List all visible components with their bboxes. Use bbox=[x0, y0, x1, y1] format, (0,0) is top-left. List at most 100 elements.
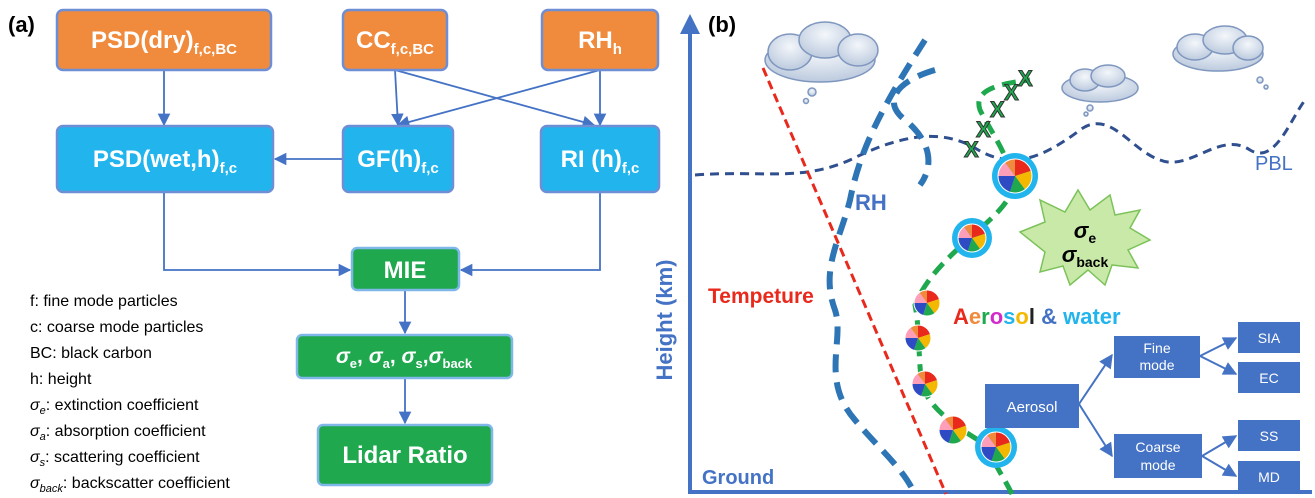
leaf-ss-label: SS bbox=[1260, 428, 1279, 444]
aerosol-tree: Aerosol Fine mode Coarse mode SIA EC SS … bbox=[985, 322, 1300, 492]
mie-box: MIE bbox=[350, 246, 461, 292]
leaf-ss-box bbox=[1238, 420, 1300, 451]
tree-root-label: Aerosol bbox=[1007, 399, 1058, 416]
mid-box-gf-main: GF(h) bbox=[357, 146, 421, 173]
sigma-a-symbol: σ bbox=[369, 345, 384, 368]
leaf-ec-label: EC bbox=[1259, 370, 1278, 386]
top-box-cc-main: CC bbox=[356, 27, 391, 54]
leaf-sia-label: SIA bbox=[1258, 330, 1281, 346]
tree-coarse-label-2: mode bbox=[1140, 457, 1175, 473]
svg-text:X: X bbox=[964, 137, 979, 162]
mid-box-psd-wet-sub: f,c bbox=[220, 160, 238, 177]
cloud-middle bbox=[1061, 64, 1139, 117]
svg-text:RI (h)f,c: RI (h)f,c bbox=[561, 146, 640, 177]
mid-box-gf: GF(h)f,c bbox=[341, 124, 455, 194]
leaf-sia-box bbox=[1238, 322, 1300, 353]
arrow-cc-to-ri bbox=[394, 69, 596, 129]
svg-text:X: X bbox=[1018, 66, 1033, 91]
sigma-box: σe, σa, σs,σback bbox=[295, 333, 514, 380]
aerosol-water-label: Aerosol & water bbox=[953, 304, 1121, 329]
leaf-md-label: MD bbox=[1258, 469, 1280, 485]
tree-coarse-box bbox=[1114, 434, 1202, 478]
svg-text:PSD(dry)f,c,BC: PSD(dry)f,c,BC bbox=[91, 27, 237, 58]
leaf-ec-box bbox=[1238, 362, 1300, 393]
legend-item: c: coarse mode particles bbox=[30, 319, 203, 336]
aerosol-particle bbox=[911, 370, 939, 398]
top-box-rh-sub: h bbox=[613, 41, 622, 58]
mie-label: MIE bbox=[384, 257, 427, 284]
aerosol-particle bbox=[904, 324, 932, 352]
svg-text:X: X bbox=[976, 117, 991, 142]
aerosol-particle bbox=[938, 415, 968, 445]
mid-box-gf-sub: f,c bbox=[421, 160, 439, 177]
panel-a-label: (a) bbox=[8, 12, 35, 37]
sigma-a-sub: a bbox=[383, 356, 391, 371]
svg-text:RHh: RHh bbox=[578, 27, 622, 58]
mid-box-ri-sub: f,c bbox=[622, 160, 640, 177]
sigma-back-symbol: σ bbox=[429, 345, 444, 368]
lidar-label: Lidar Ratio bbox=[342, 442, 467, 469]
x-marker: X bbox=[990, 97, 1006, 123]
mid-box-psd-wet-main: PSD(wet,h) bbox=[93, 146, 220, 173]
ground-label: Ground bbox=[702, 467, 774, 489]
legend-item: σa: absorption coefficient bbox=[30, 423, 206, 443]
star-sigma-back: σ bbox=[1062, 242, 1078, 267]
aerosol-particle bbox=[913, 289, 941, 317]
mid-box-ri-main: RI (h) bbox=[561, 146, 622, 173]
sigma-star: σe σback bbox=[1018, 188, 1152, 287]
temperature-line bbox=[761, 67, 948, 495]
sigma-sep-1: , bbox=[357, 345, 369, 368]
top-box-psd-dry: PSD(dry)f,c,BC bbox=[55, 8, 273, 72]
svg-text:X: X bbox=[990, 97, 1005, 122]
temperature-label: Tempeture bbox=[708, 285, 814, 308]
legend-item: σe: extinction coefficient bbox=[30, 397, 199, 417]
panel-b: (b) Height (km) Ground bbox=[652, 12, 1312, 497]
star-sub-back: back bbox=[1076, 254, 1108, 270]
sigma-s-symbol: σ bbox=[402, 345, 417, 368]
sigma-e-symbol: σ bbox=[336, 345, 351, 368]
x-markers: X X X X X bbox=[964, 66, 1034, 163]
cloud-left bbox=[764, 21, 879, 105]
tree-fine-box bbox=[1114, 336, 1200, 378]
aerosol-particle bbox=[952, 218, 992, 258]
particle-path bbox=[912, 77, 1031, 496]
svg-text:PSD(wet,h)f,c: PSD(wet,h)f,c bbox=[93, 146, 237, 177]
mid-box-ri: RI (h)f,c bbox=[539, 124, 661, 194]
arrow-rh-to-gf bbox=[396, 69, 601, 129]
legend: f: fine mode particles c: coarse mode par… bbox=[30, 293, 230, 495]
svg-text:σe, σa, σs,σback: σe, σa, σs,σback bbox=[336, 345, 473, 371]
tree-fine-label-1: Fine bbox=[1143, 340, 1170, 356]
sigma-sep-2: , bbox=[390, 345, 402, 368]
x-marker: X bbox=[964, 137, 980, 163]
panel-a: (a) PSD(dry)f,c,BC CCf,c,BC bbox=[8, 8, 661, 495]
x-marker: X bbox=[1018, 66, 1034, 92]
top-box-cc: CCf,c,BC bbox=[341, 8, 449, 72]
panel-b-label: (b) bbox=[708, 12, 736, 37]
legend-item: BC: black carbon bbox=[30, 345, 152, 362]
svg-text:GF(h)f,c: GF(h)f,c bbox=[357, 146, 439, 177]
pbl-label: PBL bbox=[1255, 153, 1293, 175]
x-marker: X bbox=[976, 117, 992, 143]
top-box-psd-dry-main: PSD(dry) bbox=[91, 27, 194, 54]
rh-line bbox=[826, 38, 928, 497]
leaf-md-box bbox=[1238, 461, 1300, 492]
lidar-box: Lidar Ratio bbox=[316, 423, 494, 487]
top-box-rh: RHh bbox=[540, 8, 660, 72]
arrow-cc-to-gf bbox=[391, 69, 404, 127]
tree-fine-label-2: mode bbox=[1139, 357, 1174, 373]
x-marker: X bbox=[1004, 80, 1020, 106]
svg-text:σback: σback bbox=[1062, 242, 1109, 270]
svg-text:X: X bbox=[1004, 80, 1019, 105]
legend-item: f: fine mode particles bbox=[30, 293, 178, 310]
top-box-psd-dry-sub: f,c,BC bbox=[194, 41, 238, 58]
star-sub-e: e bbox=[1088, 230, 1096, 246]
aerosol-particle bbox=[975, 426, 1017, 468]
svg-text:σe: σe bbox=[1074, 218, 1097, 246]
top-box-rh-main: RH bbox=[578, 27, 613, 54]
legend-item: σs: scattering coefficient bbox=[30, 449, 200, 469]
pbl-line bbox=[694, 99, 1307, 177]
mid-box-psd-wet: PSD(wet,h)f,c bbox=[55, 124, 275, 194]
rh-line-upper bbox=[890, 67, 936, 187]
rh-label: RH bbox=[855, 190, 887, 215]
sigma-s-sub: s bbox=[415, 356, 422, 371]
